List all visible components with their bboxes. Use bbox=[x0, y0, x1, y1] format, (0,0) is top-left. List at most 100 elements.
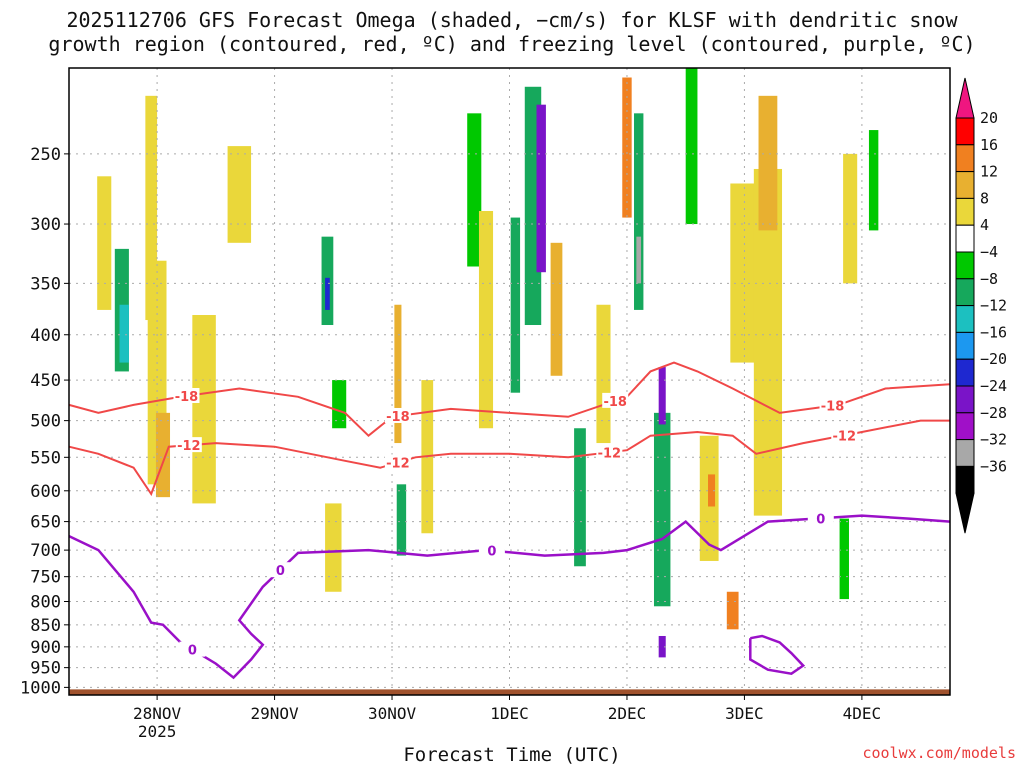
omega-cell bbox=[658, 367, 666, 425]
omega-cell bbox=[726, 591, 739, 630]
y-tick-label: 800 bbox=[30, 593, 61, 613]
colorbar-segment bbox=[955, 412, 975, 441]
omega-cell bbox=[97, 176, 112, 310]
omega-cell bbox=[843, 153, 858, 284]
omega-cell bbox=[636, 236, 642, 284]
ground-fill bbox=[69, 689, 950, 695]
y-tick-label: 450 bbox=[30, 371, 61, 391]
omega-cell bbox=[145, 95, 158, 321]
dgz-minus18-contour-label-bg bbox=[602, 392, 629, 408]
dgz-minus12-contour-label-bg bbox=[175, 437, 202, 453]
colorbar-segment bbox=[955, 278, 975, 307]
dgz-minus18-contour-label-bg bbox=[384, 407, 411, 423]
colorbar-segment bbox=[955, 251, 975, 280]
colorbar-label: 4 bbox=[980, 216, 989, 234]
freezing-level-contour-label: 0 bbox=[188, 644, 197, 659]
omega-cell bbox=[868, 130, 879, 231]
omega-cell bbox=[550, 242, 563, 376]
x-tick-label: 30NOV bbox=[368, 704, 417, 723]
x-axis-label: Forecast Time (UTC) bbox=[403, 744, 621, 766]
watermark-link[interactable]: coolwx.com/models bbox=[862, 744, 1016, 762]
colorbar-label: −32 bbox=[980, 431, 1007, 449]
colorbar-segment bbox=[955, 305, 975, 333]
colorbar-label: 20 bbox=[980, 109, 998, 127]
colorbar-label: −8 bbox=[980, 270, 998, 288]
colorbar-label: −28 bbox=[980, 404, 1007, 422]
freezing-level-contour-label-bg bbox=[807, 510, 834, 526]
colorbar-label: −16 bbox=[980, 323, 1007, 341]
omega-cell bbox=[155, 412, 171, 498]
chart-title: 2025112706 GFS Forecast Omega (shaded, −… bbox=[66, 8, 958, 32]
dgz-minus12-contour-label: -12 bbox=[598, 446, 622, 461]
omega-cell bbox=[119, 304, 129, 363]
y-tick-label: 600 bbox=[30, 482, 61, 502]
omega-cell bbox=[634, 113, 644, 310]
dgz-minus18-contour-label-bg bbox=[819, 397, 846, 413]
omega-cell bbox=[758, 95, 778, 231]
freezing-level-contour-label: 0 bbox=[816, 512, 825, 527]
omega-cell bbox=[332, 380, 347, 429]
dgz-minus18-contour-label: -18 bbox=[386, 410, 410, 425]
colorbar-label: −36 bbox=[980, 457, 1007, 475]
x-tick-label: 29NOV bbox=[250, 704, 299, 723]
contour-layer: -18 -18 -18 -18 -12 -12 -12 -12 0 0 0 0 bbox=[68, 361, 951, 680]
freezing-level-contour bbox=[68, 514, 951, 680]
colorbar-top-arrow bbox=[955, 77, 975, 119]
y-tick-label: 300 bbox=[30, 215, 61, 235]
omega-cell bbox=[708, 474, 716, 507]
colorbar-segment bbox=[955, 144, 975, 173]
omega-cell bbox=[510, 217, 521, 393]
colorbar-segment bbox=[955, 331, 975, 360]
dgz-minus12-contour-label-bg bbox=[384, 454, 411, 470]
omega-cell bbox=[653, 412, 671, 607]
omega-cell bbox=[839, 518, 849, 600]
colorbar-segment bbox=[955, 171, 975, 199]
omega-cell bbox=[685, 68, 698, 225]
y-axis: 2503003504004505005506006507007508008509… bbox=[20, 145, 69, 698]
y-tick-label: 950 bbox=[30, 659, 61, 679]
y-tick-label: 550 bbox=[30, 448, 61, 468]
ground-surface bbox=[69, 689, 950, 695]
colorbar-segment bbox=[955, 385, 975, 414]
omega-cell bbox=[478, 210, 494, 429]
dgz-minus12-contour-label: -12 bbox=[386, 457, 410, 472]
colorbar-label: 12 bbox=[980, 163, 998, 181]
chart-subtitle: growth region (contoured, red, ºC) and f… bbox=[48, 32, 976, 56]
colorbar-legend: 20 16 12 8 4 −4 −8 −12 −16 −20 −24 −28 −32 −36 bbox=[955, 77, 1007, 534]
freezing-level-contour-label-bg bbox=[179, 641, 206, 657]
omega-cell bbox=[596, 304, 611, 444]
omega-cell bbox=[325, 503, 342, 592]
dgz-minus12-contour-label: -12 bbox=[833, 429, 857, 444]
freezing-level-loop bbox=[749, 634, 806, 676]
dgz-minus18-contour bbox=[68, 361, 951, 438]
omega-cell bbox=[536, 104, 546, 273]
y-tick-label: 750 bbox=[30, 568, 61, 588]
dgz-minus18-contour-label-bg bbox=[173, 387, 200, 403]
omega-cell bbox=[394, 304, 402, 444]
omega-cell bbox=[574, 428, 586, 567]
y-tick-label: 900 bbox=[30, 638, 61, 658]
x-tick-label: 1DEC bbox=[490, 704, 529, 723]
y-tick-label: 250 bbox=[30, 145, 61, 165]
dgz-minus12-contour-label-bg bbox=[596, 444, 623, 460]
colorbar-segment bbox=[955, 439, 975, 467]
freezing-level-contour-label: 0 bbox=[487, 545, 496, 560]
dgz-minus12-contour bbox=[68, 419, 950, 497]
y-tick-label: 700 bbox=[30, 541, 61, 561]
colorbar-segment bbox=[955, 117, 975, 146]
colorbar-label: −12 bbox=[980, 297, 1007, 315]
colorbar-label: −24 bbox=[980, 377, 1007, 395]
freezing-level-contour-label-bg bbox=[267, 562, 294, 578]
colorbar-segment bbox=[955, 197, 975, 226]
colorbar-label: −20 bbox=[980, 350, 1007, 368]
y-tick-label: 1000 bbox=[20, 678, 61, 698]
colorbar-segment bbox=[955, 465, 975, 494]
y-tick-label: 350 bbox=[30, 274, 61, 294]
dgz-minus18-contour-label: -18 bbox=[175, 390, 199, 405]
colorbar-segment bbox=[955, 224, 975, 253]
omega-cell bbox=[396, 484, 407, 556]
dgz-minus18-contour-label: -18 bbox=[821, 400, 845, 415]
y-tick-label: 400 bbox=[30, 326, 61, 346]
omega-cell bbox=[325, 277, 330, 310]
